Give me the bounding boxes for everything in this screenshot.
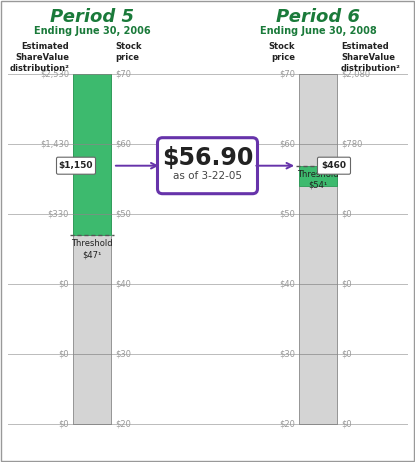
Text: $330: $330 [48,209,69,219]
Text: Threshold
$47¹: Threshold $47¹ [71,239,113,259]
Text: $20: $20 [279,419,295,428]
Text: $50: $50 [279,209,295,219]
Bar [73,74,111,235]
Text: Estimated
ShareValue
distribution²: Estimated ShareValue distribution² [9,42,69,73]
Text: $1,430: $1,430 [40,140,69,148]
Text: $0: $0 [341,209,352,219]
Text: Ending June 30, 2006: Ending June 30, 2006 [34,26,150,36]
Text: $40: $40 [279,280,295,288]
Text: Ending June 30, 2008: Ending June 30, 2008 [260,26,376,36]
Text: $1,150: $1,150 [59,161,93,170]
Bar [299,166,337,186]
Text: $70: $70 [279,69,295,79]
Bar [73,74,111,424]
Text: $40: $40 [115,280,131,288]
Bar [299,74,337,424]
Text: $780: $780 [341,140,362,148]
Text: $0: $0 [59,280,69,288]
Text: $0: $0 [341,349,352,359]
Text: $56.90: $56.90 [162,146,253,170]
Text: Period 6: Period 6 [276,8,360,26]
Text: Threshold
$54¹: Threshold $54¹ [297,170,339,190]
Text: as of 3-22-05: as of 3-22-05 [173,170,242,181]
Text: $2,080: $2,080 [341,69,370,79]
Text: $50: $50 [115,209,131,219]
FancyBboxPatch shape [56,157,95,174]
Text: $0: $0 [341,419,352,428]
Text: $70: $70 [115,69,131,79]
Text: $60: $60 [279,140,295,148]
Text: $30: $30 [115,349,131,359]
Text: Stock
price: Stock price [269,42,295,62]
Text: $60: $60 [115,140,131,148]
FancyBboxPatch shape [317,157,351,174]
Text: $30: $30 [279,349,295,359]
Text: $0: $0 [59,419,69,428]
FancyBboxPatch shape [158,138,257,194]
Text: Period 5: Period 5 [50,8,134,26]
Text: $0: $0 [59,349,69,359]
Text: Stock
price: Stock price [115,42,142,62]
Text: Estimated
ShareValue
distribution²: Estimated ShareValue distribution² [341,42,401,73]
Text: $460: $460 [322,161,347,170]
Text: $20: $20 [115,419,131,428]
Text: $2,530: $2,530 [40,69,69,79]
Text: $0: $0 [341,280,352,288]
